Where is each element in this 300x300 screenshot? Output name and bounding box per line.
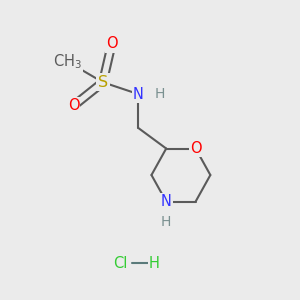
Text: S: S [98, 75, 108, 90]
Text: Cl: Cl [113, 256, 128, 271]
Text: N: N [161, 194, 172, 209]
Text: O: O [68, 98, 79, 113]
Text: N: N [133, 87, 144, 102]
Text: O: O [106, 37, 118, 52]
Text: CH$_3$: CH$_3$ [53, 52, 82, 71]
Text: O: O [190, 141, 202, 156]
Text: H: H [161, 215, 171, 229]
Text: H: H [155, 87, 166, 101]
Text: H: H [149, 256, 160, 271]
